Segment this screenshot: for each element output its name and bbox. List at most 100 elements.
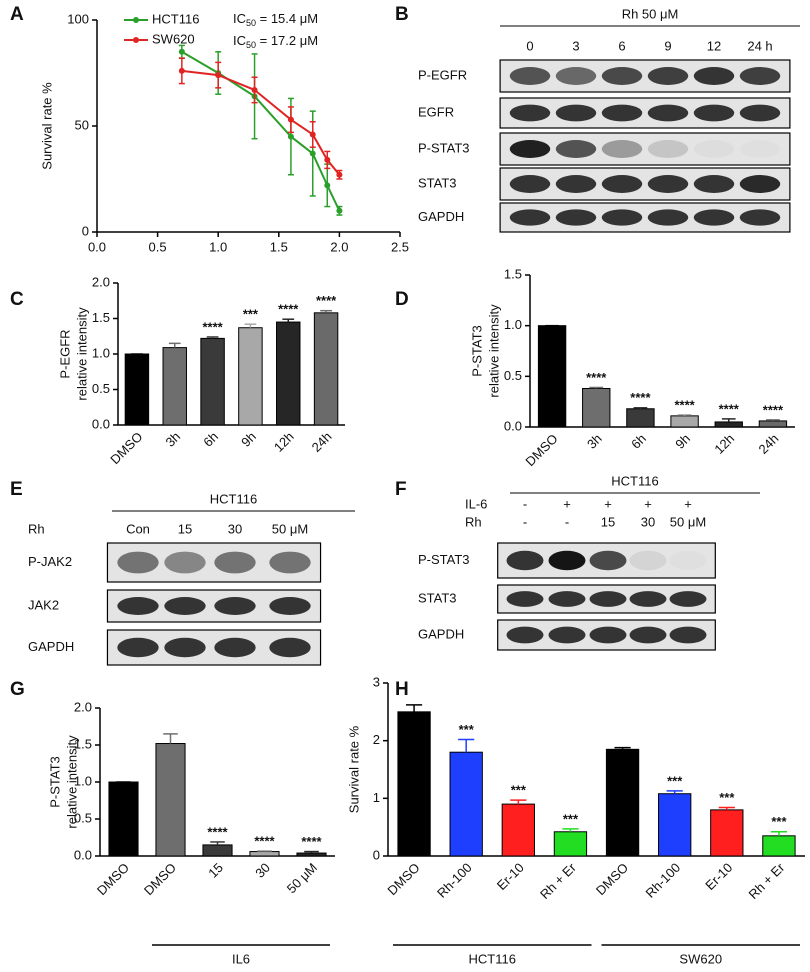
error-bar [257, 850, 272, 852]
significance: *** [667, 773, 683, 788]
bar [162, 347, 187, 426]
significance: **** [278, 302, 299, 317]
significance: **** [630, 390, 651, 405]
point [309, 150, 316, 157]
panel-letter: F [395, 479, 407, 500]
panel-letter: C [10, 289, 24, 310]
lane-label: + [563, 496, 571, 511]
x-tick-label: 12h [711, 431, 737, 457]
y-tick-label: 100 [67, 11, 89, 26]
annotation: IC50 = 15.4 μM [233, 11, 318, 28]
significance: *** [243, 307, 259, 322]
x-tick-label: DMSO [522, 431, 560, 469]
x-tick-label: DMSO [593, 860, 631, 898]
x-tick-label: Rh-100 [642, 860, 683, 901]
blot-band [739, 67, 781, 85]
blot-band [647, 175, 689, 193]
y-axis-label: P-EGFR [57, 329, 72, 378]
x-tick-label: 50 μM [284, 860, 320, 896]
significance: **** [316, 293, 337, 308]
blot-band [214, 597, 256, 615]
error-bar [510, 799, 527, 805]
significance: **** [763, 402, 784, 417]
bar [658, 793, 692, 857]
series-line [181, 50, 341, 212]
y-axis-label: relative intensity [64, 735, 79, 829]
y-tick-label: 0.5 [92, 381, 110, 396]
significance: **** [674, 397, 695, 412]
blot-row-label: P-STAT3 [418, 552, 470, 567]
significance: **** [254, 833, 275, 848]
significance: *** [563, 811, 579, 826]
blot-band [739, 175, 781, 193]
panel-letter: G [10, 679, 25, 700]
blot-band [647, 67, 689, 85]
x-tick-label: 3h [162, 429, 183, 450]
blot-row-label: STAT3 [418, 590, 457, 605]
blot-band [601, 209, 643, 226]
y-tick-label: 0.0 [92, 416, 110, 431]
blot-band [509, 67, 551, 85]
blot-band [555, 175, 597, 193]
blot-band [548, 626, 586, 644]
x-tick-label: DMSO [141, 860, 179, 898]
error-bar [244, 323, 257, 328]
panel-letter: H [395, 679, 409, 700]
blot-group: HCT116 [210, 491, 257, 506]
y-axis-label: P-STAT3 [47, 756, 62, 808]
annotation-part: IC [233, 11, 246, 26]
error-bar [677, 414, 692, 416]
blot-band [117, 597, 159, 615]
blot-band [548, 591, 586, 607]
x-tick-label: 9h [238, 429, 259, 450]
annotation-part: 50 [246, 18, 256, 28]
x-tick-label: 24h [756, 431, 782, 457]
group-label: HCT116 [469, 951, 516, 966]
y-tick-label: 3 [373, 674, 380, 689]
error-bar [589, 386, 604, 389]
x-tick-label: Er-10 [494, 860, 527, 893]
x-tick-label: Rh + Er [537, 859, 580, 902]
point [178, 48, 185, 55]
y-tick-label: 0.5 [74, 810, 92, 825]
blot-band [509, 104, 551, 122]
annotation-part: = 15.4 μM [256, 11, 318, 26]
annotation-part: IC [233, 33, 246, 48]
blot-band [589, 550, 627, 571]
blot-band [117, 551, 159, 574]
panel-letter: B [395, 4, 409, 25]
lane-label: 15 [178, 521, 192, 536]
lane-label: 30 [641, 514, 655, 529]
blot-band [269, 637, 311, 658]
error-bar [210, 841, 225, 845]
x-tick-label: 1.0 [209, 239, 227, 254]
bar [296, 852, 327, 857]
legend-marker [133, 37, 139, 43]
lane-label: Con [126, 521, 150, 536]
blot-band [555, 140, 597, 158]
point [215, 72, 222, 79]
y-tick-label: 2.0 [92, 274, 110, 289]
x-tick-label: 6h [200, 429, 221, 450]
y-tick-label: 0.0 [74, 847, 92, 862]
blot-band [740, 140, 780, 158]
x-tick-label: Er-10 [702, 860, 735, 893]
blot-band [214, 551, 256, 574]
blot-band [555, 104, 597, 122]
significance: *** [511, 783, 527, 798]
error-bar [718, 806, 735, 810]
error-bar [458, 738, 475, 753]
legend-label: SW620 [152, 31, 195, 46]
treatment-label: IL-6 [465, 496, 487, 511]
blot-band [647, 209, 689, 226]
blot-row-label: P-STAT3 [418, 140, 470, 155]
y-tick-label: 0.0 [504, 418, 522, 433]
blot-band [506, 626, 544, 644]
bar [626, 408, 655, 428]
error-bar [766, 419, 780, 421]
blot-band [694, 140, 734, 158]
significance: **** [301, 834, 322, 849]
lane-label: 30 [228, 521, 242, 536]
x-tick-label: DMSO [94, 860, 132, 898]
